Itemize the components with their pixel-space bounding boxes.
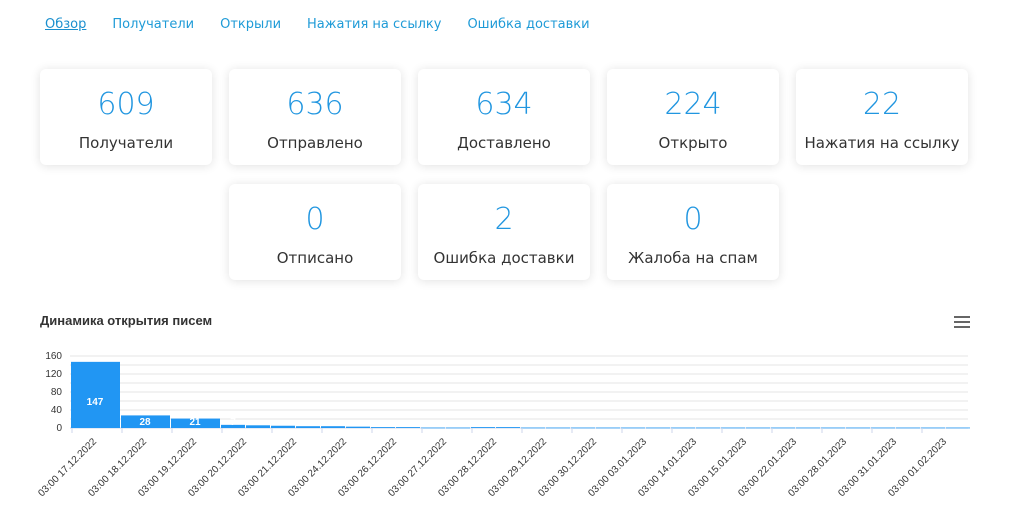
stat-card: 0 Жалоба на спам [607, 184, 779, 280]
stat-label: Получатели [78, 134, 174, 152]
stat-label: Ошибка доставки [433, 249, 575, 267]
stat-label: Доставлено [457, 134, 551, 152]
y-tick-label: 80 [51, 387, 63, 398]
bar [396, 427, 420, 428]
stat-value: 224 [664, 87, 722, 122]
stat-value: 636 [286, 87, 344, 122]
bar [821, 427, 845, 429]
data-label: 7 [230, 417, 236, 428]
bar [746, 427, 770, 429]
tab-3[interactable]: Нажатия на ссылку [307, 17, 442, 32]
bar [496, 427, 520, 428]
bar [796, 427, 820, 429]
y-tick-label: 40 [51, 405, 63, 416]
hamburger-menu-icon[interactable] [954, 316, 970, 328]
stat-label: Отписано [276, 249, 354, 267]
bar [696, 427, 720, 429]
stat-value: 634 [475, 87, 533, 122]
tab-4[interactable]: Ошибка доставки [467, 17, 590, 32]
stat-value: 2 [494, 202, 514, 237]
stat-card: 609 Получатели [40, 69, 212, 165]
bar [296, 426, 320, 428]
y-tick-label: 160 [45, 351, 62, 362]
bar [646, 427, 670, 429]
bar [946, 427, 970, 429]
chart-title: Динамика открытия писем [40, 313, 213, 328]
bar [921, 427, 945, 429]
bar [671, 427, 695, 429]
bar [371, 427, 395, 428]
stat-card: 22 Нажатия на ссылку [796, 69, 968, 165]
bar [846, 427, 870, 429]
bar [721, 427, 745, 429]
bar [121, 415, 170, 428]
bar [271, 425, 295, 428]
stat-value: 609 [97, 87, 155, 122]
bar [546, 427, 570, 429]
y-tick-label: 120 [45, 369, 62, 380]
bar [871, 427, 895, 429]
stat-value: 0 [305, 202, 325, 237]
bar [596, 427, 620, 429]
bar [346, 426, 370, 428]
stat-label: Открыто [658, 134, 728, 152]
stat-card: 2 Ошибка доставки [418, 184, 590, 280]
bar [221, 424, 245, 428]
data-label: 28 [139, 417, 151, 428]
data-label: 147 [87, 397, 104, 408]
tab-0[interactable]: Обзор [45, 17, 87, 32]
stat-label: Отправлено [267, 134, 363, 152]
bar [321, 426, 345, 428]
bar [771, 427, 795, 429]
stat-value: 0 [683, 202, 703, 237]
bar [171, 418, 220, 428]
stat-value: 22 [862, 87, 902, 122]
bar [571, 427, 595, 429]
stat-label: Жалоба на спам [628, 249, 758, 267]
report-tabs: Обзор Получатели Открыли Нажатия на ссылку О… [45, 17, 616, 32]
bar [421, 427, 445, 429]
bar [471, 427, 495, 428]
bar [71, 361, 120, 428]
data-label: 21 [189, 417, 201, 428]
stat-card: 634 Доставлено [418, 69, 590, 165]
stat-card: 0 Отписано [229, 184, 401, 280]
y-tick-label: 0 [56, 423, 62, 434]
tab-2[interactable]: Открыли [220, 17, 282, 32]
bar [896, 427, 920, 429]
stat-card: 636 Отправлено [229, 69, 401, 165]
stat-card: 224 Открыто [607, 69, 779, 165]
tab-1[interactable]: Получатели [112, 17, 195, 32]
bar [246, 425, 270, 428]
bar [621, 427, 645, 429]
bar [521, 427, 545, 429]
stat-label: Нажатия на ссылку [804, 134, 960, 152]
bar [446, 427, 470, 429]
